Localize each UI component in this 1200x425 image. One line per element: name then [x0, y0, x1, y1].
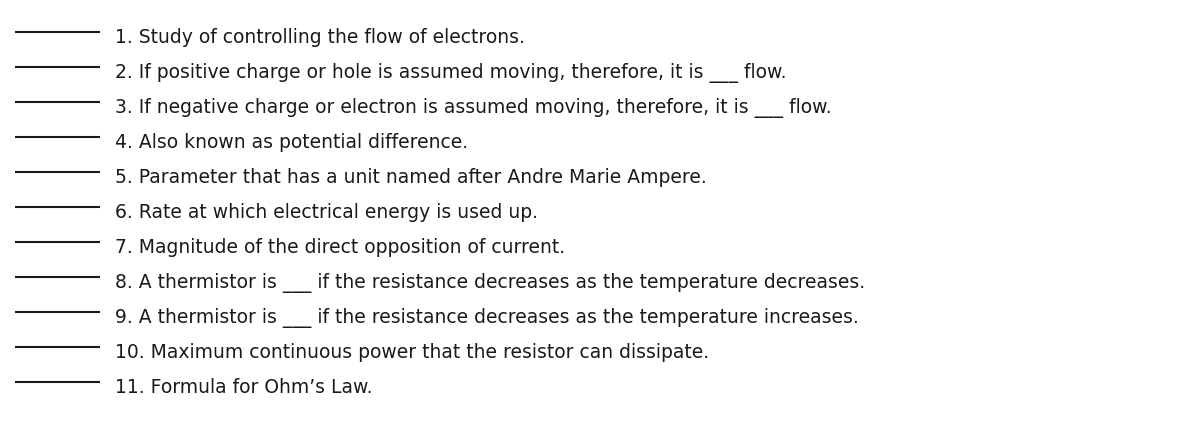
Text: 6. Rate at which electrical energy is used up.: 6. Rate at which electrical energy is us… — [115, 203, 538, 222]
Text: 11. Formula for Ohm’s Law.: 11. Formula for Ohm’s Law. — [115, 378, 372, 397]
Text: 10. Maximum continuous power that the resistor can dissipate.: 10. Maximum continuous power that the re… — [115, 343, 709, 362]
Text: 3. If negative charge or electron is assumed moving, therefore, it is ___ flow.: 3. If negative charge or electron is ass… — [115, 98, 832, 118]
Text: 8. A thermistor is ___ if the resistance decreases as the temperature decreases.: 8. A thermistor is ___ if the resistance… — [115, 273, 865, 293]
Text: 7. Magnitude of the direct opposition of current.: 7. Magnitude of the direct opposition of… — [115, 238, 565, 257]
Text: 4. Also known as potential difference.: 4. Also known as potential difference. — [115, 133, 468, 152]
Text: 9. A thermistor is ___ if the resistance decreases as the temperature increases.: 9. A thermistor is ___ if the resistance… — [115, 308, 859, 328]
Text: 5. Parameter that has a unit named after Andre Marie Ampere.: 5. Parameter that has a unit named after… — [115, 168, 707, 187]
Text: 2. If positive charge or hole is assumed moving, therefore, it is ___ flow.: 2. If positive charge or hole is assumed… — [115, 63, 786, 83]
Text: 1. Study of controlling the flow of electrons.: 1. Study of controlling the flow of elec… — [115, 28, 524, 47]
